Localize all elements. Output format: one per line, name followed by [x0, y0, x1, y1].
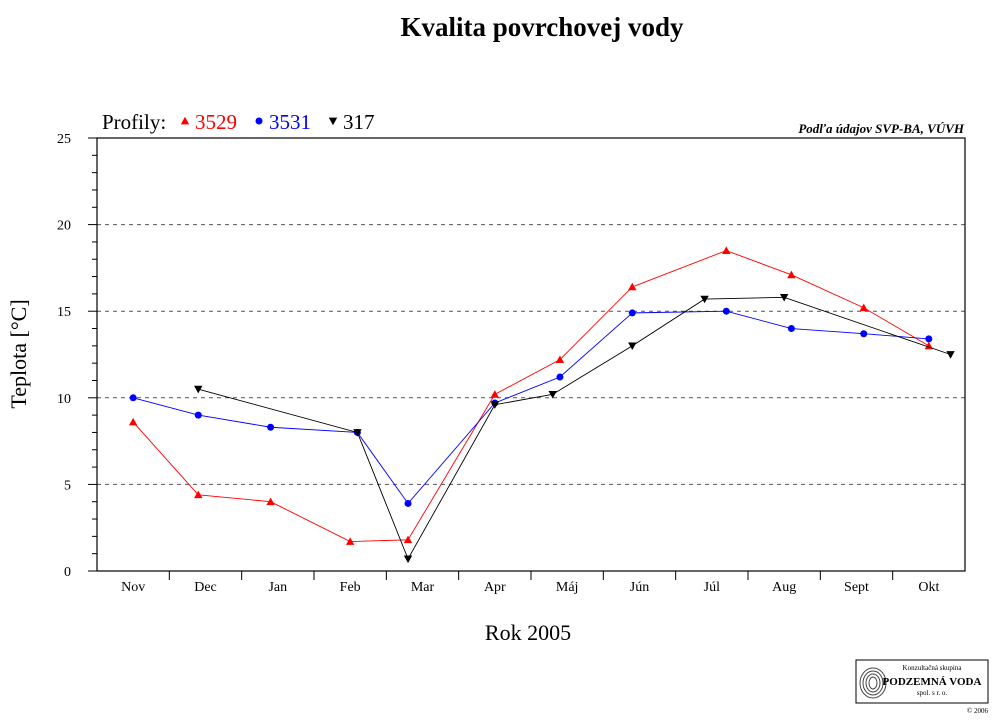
data-point	[267, 423, 275, 431]
data-point	[490, 390, 500, 398]
data-point	[266, 497, 275, 506]
x-tick-label: Okt	[918, 580, 939, 595]
x-tick-label: Nov	[121, 580, 145, 595]
legend-label: 317	[343, 110, 375, 134]
series-line	[132, 250, 930, 543]
company-logo: Konzultačná skupina PODZEMNÁ VODA spol. …	[855, 659, 989, 715]
data-point	[353, 429, 362, 437]
x-tick-label: Máj	[556, 580, 579, 595]
grid	[97, 224, 965, 485]
x-tick-label: Feb	[340, 580, 361, 595]
y-tick-label: 20	[57, 219, 71, 234]
data-point	[194, 490, 203, 499]
x-tick-label: Sept	[844, 580, 869, 595]
y-axis-title: Teplota [°C]	[6, 299, 31, 408]
data-point	[403, 535, 413, 544]
data-point	[194, 385, 203, 394]
chart-title: Kvalita povrchovej vody	[401, 12, 684, 42]
legend: Profily: 3529 3531 317	[102, 110, 375, 134]
legend-marker	[328, 117, 338, 126]
data-point	[700, 295, 709, 304]
data-point	[946, 351, 955, 359]
legend-marker	[255, 117, 263, 125]
legend-marker	[180, 116, 190, 125]
logo-line1: Konzultačná skupina	[903, 664, 963, 672]
y-tick-label: 25	[57, 132, 71, 147]
logo-frame	[855, 659, 989, 704]
x-tick-label: Dec	[194, 580, 217, 595]
plot-frame	[96, 137, 966, 572]
series-3529	[128, 246, 934, 545]
data-point	[628, 342, 637, 351]
x-tick-label: Apr	[484, 580, 506, 595]
logo-emblem-icon	[859, 667, 887, 699]
data-point	[722, 307, 730, 315]
data-point	[129, 394, 137, 402]
y-tick-label: 15	[57, 305, 71, 320]
y-tick-label: 0	[64, 565, 71, 580]
x-tick-label: Júl	[704, 580, 720, 595]
data-point	[555, 355, 565, 364]
data-point	[128, 417, 138, 426]
data-point	[403, 555, 413, 564]
data-point	[490, 401, 500, 409]
source-note: Podľa údajov SVP-BA, VÚVH	[798, 121, 965, 136]
x-axis-title: Rok 2005	[485, 620, 571, 645]
data-point	[628, 309, 636, 317]
series-317	[194, 293, 955, 564]
y-tick-label: 5	[64, 478, 71, 493]
logo-copyright: © 2006	[967, 707, 989, 715]
data-point	[628, 282, 637, 291]
data-point	[787, 270, 796, 279]
series-line	[198, 296, 951, 560]
data-point	[404, 499, 412, 507]
data-point	[925, 335, 933, 343]
legend-label: 3529	[195, 110, 237, 134]
data-point	[787, 325, 795, 333]
data-point	[860, 330, 868, 338]
y-tick-label: 10	[57, 392, 71, 407]
logo-line2: PODZEMNÁ VODA	[883, 676, 982, 688]
data-point	[345, 537, 355, 545]
x-tick-label: Jan	[268, 580, 287, 595]
data-point	[548, 390, 557, 399]
legend-prefix: Profily:	[102, 110, 166, 134]
data-point	[556, 373, 564, 381]
data-point	[194, 411, 202, 419]
data-point	[859, 303, 868, 312]
legend-label: 3531	[269, 110, 311, 134]
x-tick-label: Jún	[630, 580, 649, 595]
x-axis: Nov Dec Jan Feb Mar Apr Máj Jún Júl Aug Sept Okt	[121, 571, 939, 595]
series-line	[133, 310, 929, 505]
series-3531	[129, 307, 933, 507]
data-point	[779, 293, 789, 302]
series-layer	[128, 246, 955, 564]
y-axis: 0 5 10 15 20 25	[57, 132, 97, 580]
x-tick-label: Aug	[772, 580, 796, 595]
logo-line3: spol. s r. o.	[917, 689, 948, 697]
x-tick-label: Mar	[411, 580, 435, 595]
data-point	[722, 246, 731, 254]
